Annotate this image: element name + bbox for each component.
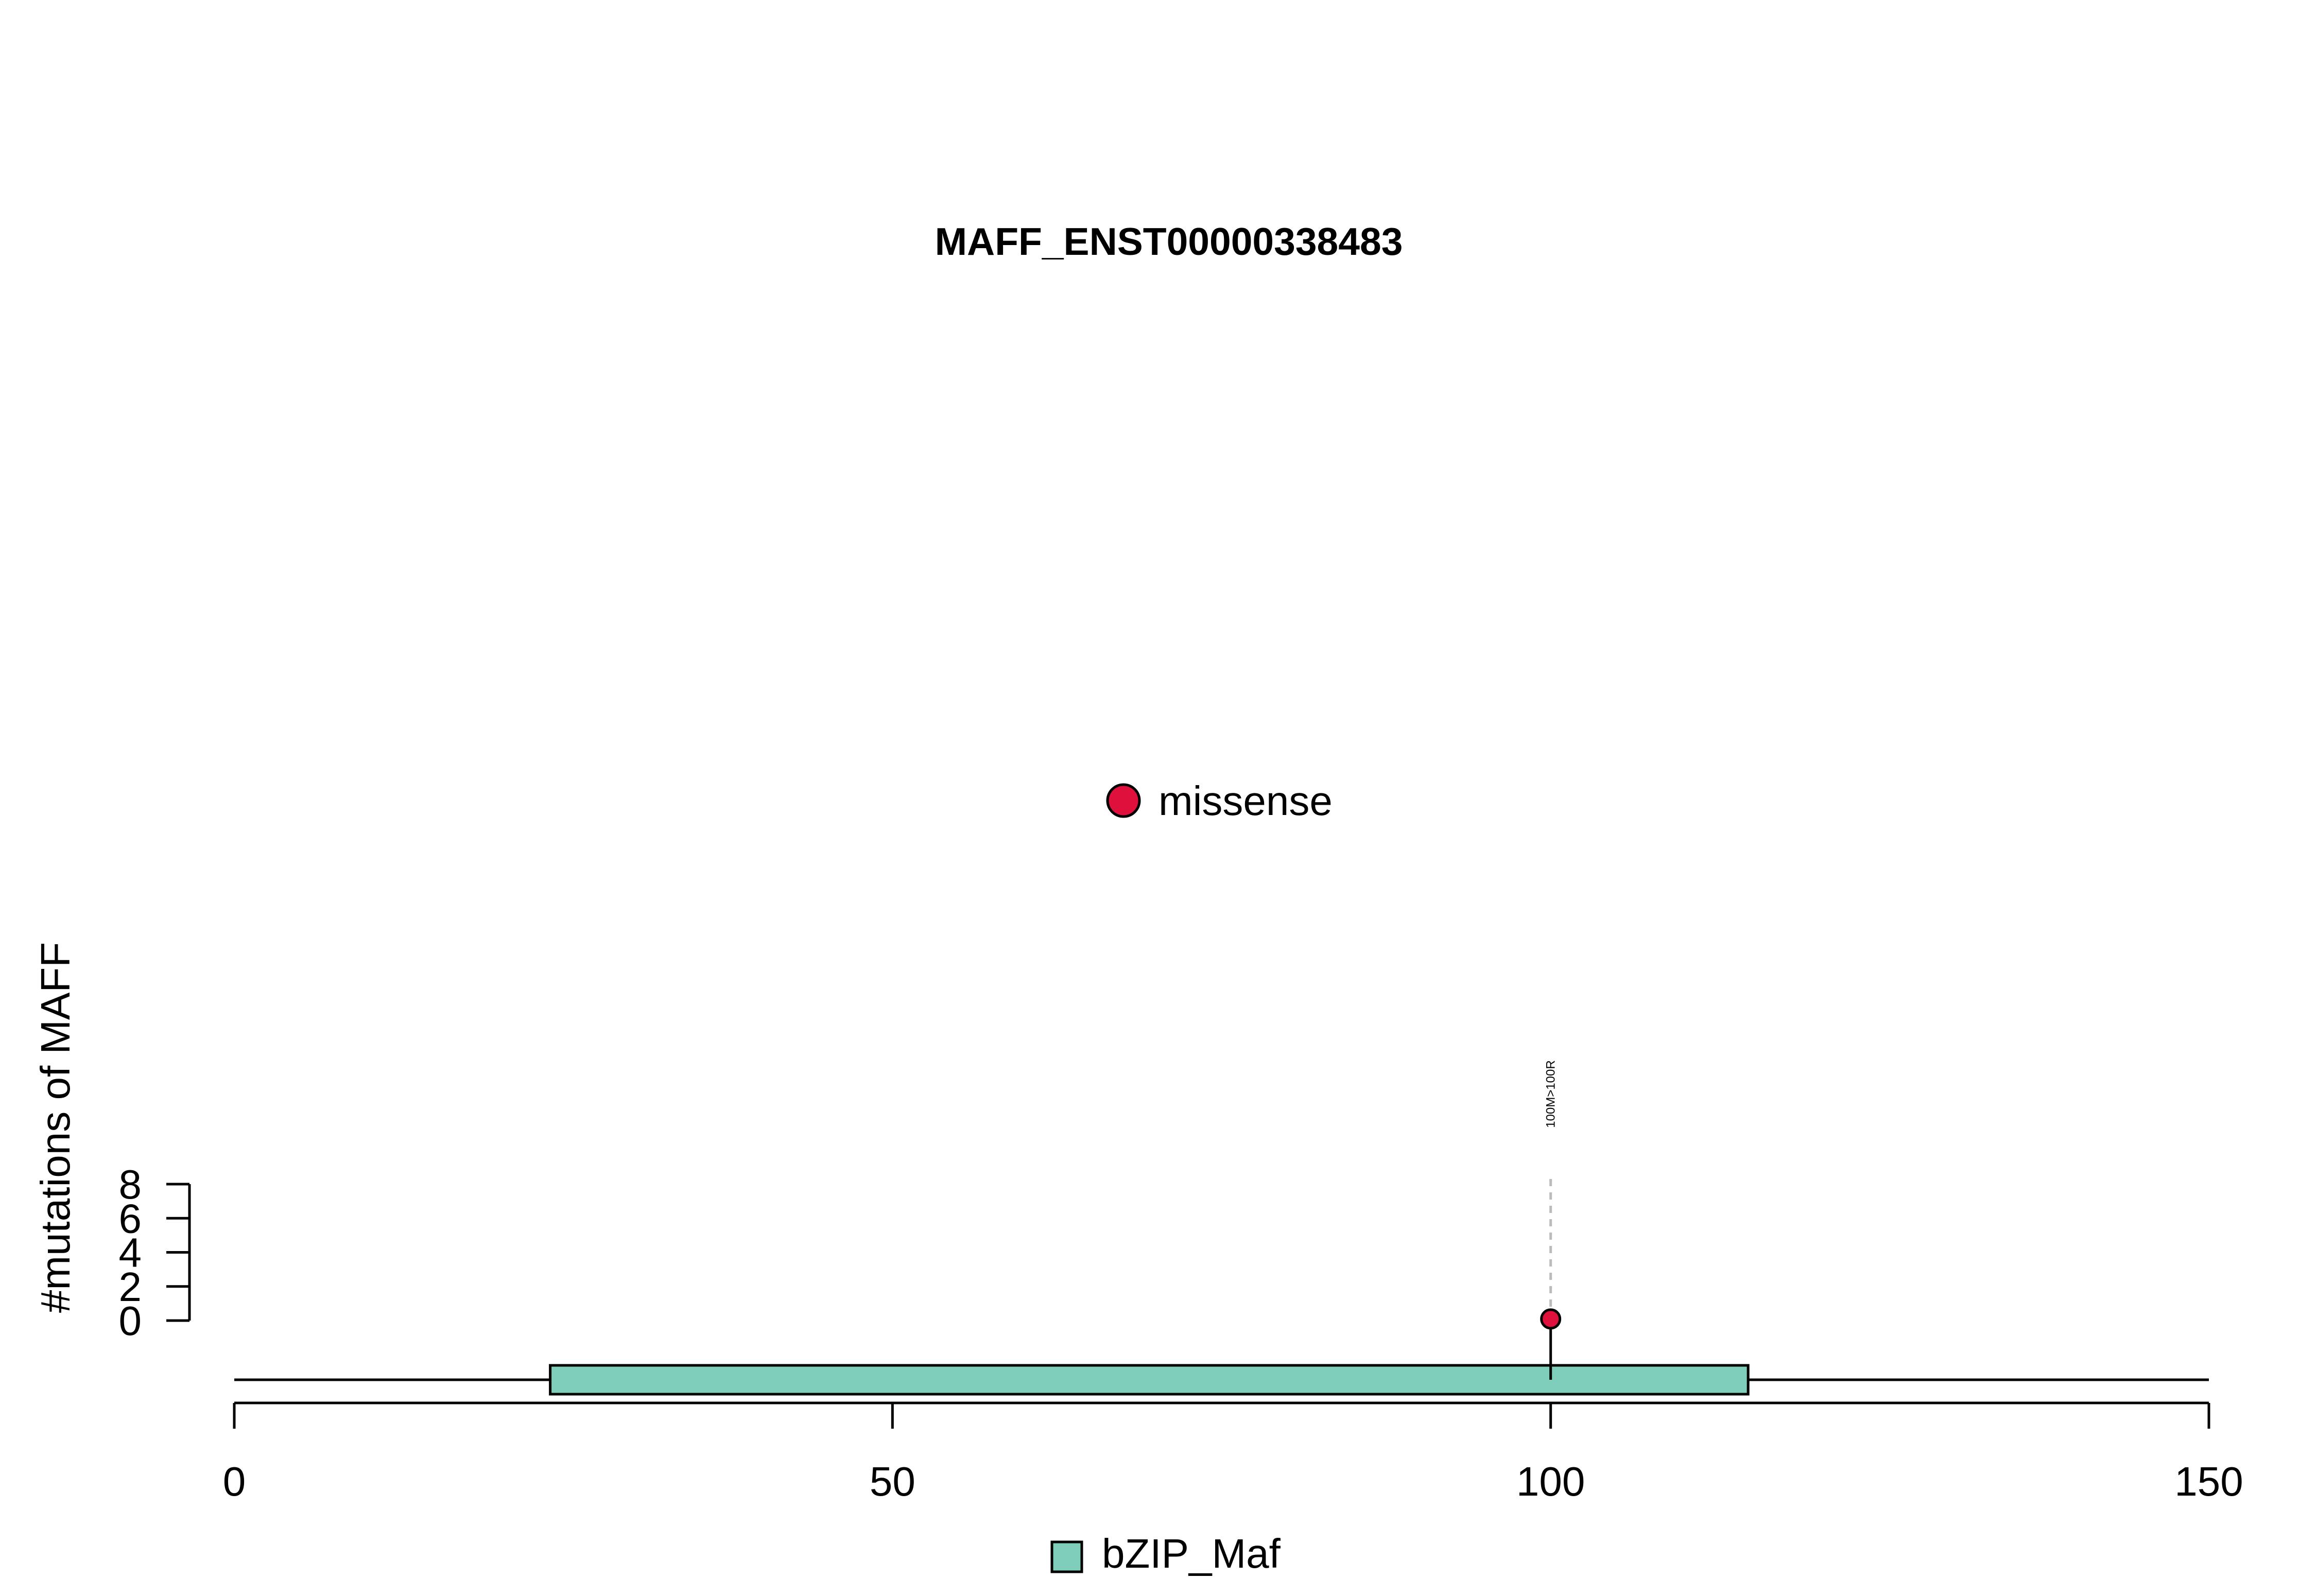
x-tick-label-50: 50 xyxy=(870,1459,915,1504)
domain-legend: bZIP_Maf xyxy=(1050,1531,1281,1576)
legend-missense-marker xyxy=(1106,783,1141,818)
y-tick-label-0: 0 xyxy=(119,1298,142,1344)
chart-title: MAFF_ENST00000338483 xyxy=(935,220,1403,263)
x-tick-label-150: 150 xyxy=(2174,1459,2243,1504)
legend-missense-label: missense xyxy=(1158,778,1333,824)
x-axis: 0 50 100 150 xyxy=(223,1401,2243,1504)
mutation-point xyxy=(1540,1308,1562,1330)
mutation-type-legend: missense xyxy=(1106,778,1333,824)
y-tick-label-2: 2 xyxy=(119,1264,142,1310)
y-tick-label-4: 4 xyxy=(119,1230,142,1276)
protein-track xyxy=(234,1364,2209,1396)
domain-bZIP_Maf xyxy=(549,1364,1750,1396)
y-axis-title: #mutations of MAFF xyxy=(32,942,78,1313)
legend-domain-swatch xyxy=(1050,1540,1083,1573)
x-tick-label-100: 100 xyxy=(1516,1459,1585,1504)
legend-domain-label: bZIP_Maf xyxy=(1102,1531,1281,1576)
y-tick-label-8: 8 xyxy=(119,1161,142,1207)
mutation-lollipops: 100M>100R xyxy=(1540,1060,1562,1380)
mutation-label: 100M>100R xyxy=(1544,1060,1558,1127)
x-tick-label-0: 0 xyxy=(223,1459,246,1504)
y-tick-label-6: 6 xyxy=(119,1195,142,1241)
